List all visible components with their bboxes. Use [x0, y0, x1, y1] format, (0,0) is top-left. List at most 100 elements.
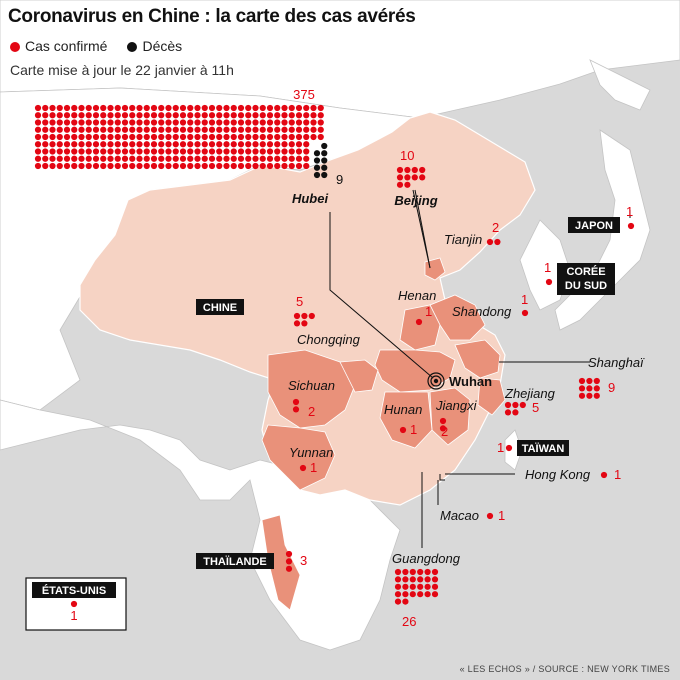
hubei-confirmed-dot — [107, 162, 114, 170]
hubei-confirmed-dot — [237, 112, 245, 119]
hubei-confirmed-dot — [100, 162, 107, 170]
hubei-confirmed-dot — [317, 112, 324, 119]
hubei-confirmed-dot — [179, 126, 187, 133]
hubei-confirmed-dot — [187, 148, 194, 155]
legend-deaths: Décès — [127, 38, 182, 54]
beijing-count: 10 — [400, 148, 414, 163]
hubei-confirmed-dot — [42, 141, 49, 148]
hubei-confirmed-dot — [223, 162, 230, 170]
korea-label-box-text: DU SUD — [565, 280, 607, 292]
guangdong-dot — [409, 568, 416, 576]
hubei-confirmed-dot — [121, 126, 129, 133]
hubei-confirmed-dot — [303, 162, 310, 170]
chongqing-dot — [293, 320, 301, 327]
confirmed-dot-icon — [10, 42, 20, 53]
hubei-confirmed-dot — [216, 112, 223, 119]
hubei-confirmed-dot — [114, 104, 121, 112]
sichuan-label: Sichuan — [288, 378, 335, 393]
hubei-confirmed-dot — [216, 104, 223, 112]
henan-dot — [415, 318, 423, 326]
hubei-confirmed-dot — [266, 162, 274, 170]
guangdong-dot — [424, 576, 431, 583]
hubei-death-dot — [321, 157, 328, 164]
hubei-confirmed-dot — [85, 112, 92, 119]
hubei-confirmed-dot — [201, 104, 208, 112]
hubei-confirmed-dot — [179, 119, 187, 126]
hubei-dot-grid: 375 9 Hubei Wuhan — [34, 87, 492, 389]
hubei-confirmed-dot — [136, 133, 143, 141]
hubei-confirmed-dot — [216, 148, 223, 155]
hubei-confirmed-dot — [92, 112, 100, 119]
hubei-confirmed-dot — [274, 162, 281, 170]
tianjin-dot — [494, 238, 501, 246]
hubei-confirmed-dot — [92, 141, 100, 148]
hubei-confirmed-dot — [56, 162, 63, 170]
hubei-confirmed-dot — [172, 155, 179, 162]
jiangxi-dot — [439, 417, 447, 425]
hubei-confirmed-dot — [49, 126, 56, 133]
hubei-confirmed-dot — [71, 162, 78, 170]
hubei-confirmed-dot — [42, 119, 49, 126]
hubei-confirmed-dot — [129, 112, 136, 119]
hubei-confirmed-dot — [100, 148, 107, 155]
hubei-confirmed-dot — [274, 148, 281, 155]
hongkong-leader — [439, 474, 445, 481]
hubei-confirmed-dot — [121, 155, 129, 162]
province-hunan — [379, 391, 433, 449]
hubei-confirmed-dot — [303, 155, 310, 162]
hubei-confirmed-dot — [252, 119, 259, 126]
hubei-confirmed-dot — [252, 155, 259, 162]
yunnan-count: 1 — [310, 460, 317, 475]
hubei-confirmed-dot — [143, 155, 150, 162]
hubei-confirmed-dot — [63, 155, 71, 162]
usa-label-box: ÉTATS-UNIS — [32, 582, 116, 598]
hubei-confirmed-dot — [129, 133, 136, 141]
hubei-confirmed-dot — [237, 126, 245, 133]
hubei-confirmed-dot — [223, 133, 230, 141]
hubei-confirmed-dot — [56, 104, 63, 112]
beijing-dot — [396, 166, 404, 174]
hubei-confirmed-dot — [100, 133, 107, 141]
guangdong-label: Guangdong — [392, 551, 461, 566]
hubei-confirmed-dot — [179, 133, 187, 141]
province-yunnan — [261, 424, 336, 491]
wuhan-epicenter-icon — [427, 372, 445, 390]
hubei-confirmed-dot — [92, 155, 100, 162]
hubei-confirmed-dot — [143, 126, 150, 133]
hubei-confirmed-dot — [259, 119, 266, 126]
hubei-confirmed-dot — [85, 104, 92, 112]
guangdong-dot — [417, 576, 424, 583]
hubei-confirmed-dot — [230, 155, 237, 162]
taiwan-label-box: TAÏWAN — [517, 440, 569, 456]
hubei-confirmed-dot — [158, 119, 165, 126]
hubei-confirmed-dot — [252, 141, 259, 148]
hubei-confirmed-dot — [92, 126, 100, 133]
zhejiang-dot — [504, 401, 512, 409]
province-henan — [399, 304, 441, 351]
usa-count: 1 — [70, 608, 77, 623]
shanghai-dot — [586, 377, 593, 385]
hunan-label: Hunan — [384, 402, 422, 417]
guangdong-dot — [394, 598, 402, 605]
henan-label: Henan — [398, 288, 436, 303]
shanghai-count: 9 — [608, 380, 615, 395]
thailand-label-box: THAÏLANDE — [196, 553, 274, 569]
hubei-confirmed-dot — [49, 133, 56, 141]
hubei-confirmed-dot — [34, 104, 42, 112]
hubei-confirmed-dot — [310, 104, 317, 112]
hubei-confirmed-dot — [100, 112, 107, 119]
province-shandong — [429, 294, 486, 341]
guangdong-dot — [431, 568, 439, 576]
taiwan-label-box-text: TAÏWAN — [522, 442, 565, 455]
hubei-confirmed-dot — [121, 104, 129, 112]
hubei-confirmed-dot — [237, 155, 245, 162]
hubei-confirmed-dot — [158, 162, 165, 170]
hubei-confirmed-dot — [187, 155, 194, 162]
legend-confirmed: Cas confirmé — [10, 38, 107, 54]
hubei-confirmed-dot — [230, 148, 237, 155]
hubei-confirmed-dot — [295, 104, 303, 112]
hubei-confirmed-dot — [107, 155, 114, 162]
hubei-confirmed-dot — [34, 133, 42, 141]
page-title: Coronavirus en Chine : la carte des cas … — [8, 6, 416, 27]
